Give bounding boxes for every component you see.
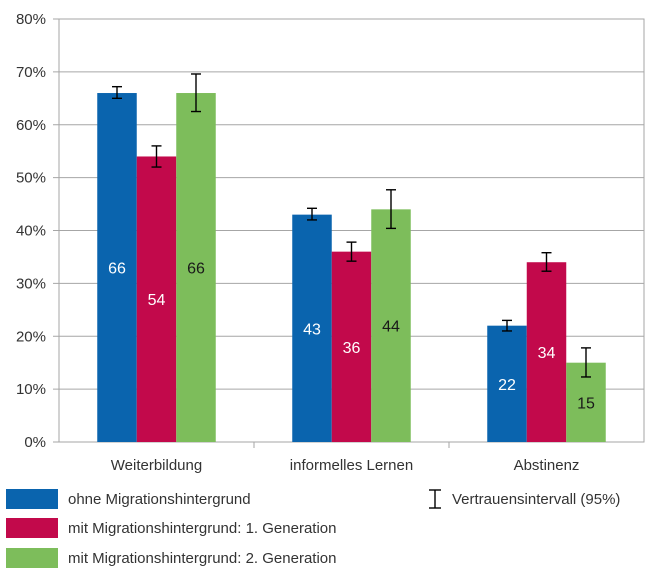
- y-tick-label: 30%: [16, 275, 46, 292]
- legend-label-confidence-interval: Vertrauensintervall (95%): [452, 490, 621, 508]
- confidence-interval-icon: [429, 489, 441, 509]
- data-label: 66: [187, 261, 205, 278]
- y-tick-label: 40%: [16, 223, 46, 240]
- error-bar: [581, 347, 591, 378]
- y-axis-tick-labels: 0% 10% 20% 30% 40% 50% 60% 70% 80%: [16, 11, 46, 451]
- x-tick-label: Weiterbildung: [111, 457, 202, 474]
- bar: [371, 209, 411, 442]
- legend-item-series-1: ohne Migrationshintergrund: [6, 488, 251, 510]
- bar: [97, 93, 137, 443]
- bar: [526, 262, 567, 442]
- legend-label-series-1: ohne Migrationshintergrund: [68, 490, 251, 508]
- data-label: 43: [303, 321, 321, 338]
- bar-chart: 66 54 66 43 36 44 22 34 15 0% 10% 20% 30% 40% 50% 60% 7…: [16, 11, 645, 474]
- data-label: 44: [382, 319, 400, 336]
- legend-label-series-3: mit Migrationshintergrund: 2. Generation: [68, 549, 337, 567]
- bar: [136, 156, 177, 442]
- data-label: 34: [538, 345, 556, 362]
- error-bar: [502, 319, 512, 332]
- legend-item-confidence-interval: Vertrauensintervall (95%): [426, 488, 620, 510]
- data-label: 54: [148, 292, 166, 309]
- error-bar: [112, 85, 122, 100]
- bar: [176, 93, 216, 443]
- legend-item-series-3: mit Migrationshintergrund: 2. Generation: [6, 547, 336, 569]
- y-tick-label: 20%: [16, 328, 46, 345]
- legend-item-series-2: mit Migrationshintergrund: 1. Generation: [6, 517, 336, 539]
- legend: ohne Migrationshintergrund mit Migration…: [0, 486, 650, 569]
- y-tick-label: 70%: [16, 64, 46, 81]
- y-tick-label: 80%: [16, 11, 46, 28]
- legend-swatch-series-3: [6, 548, 58, 568]
- bar: [331, 251, 372, 442]
- error-bars: [112, 73, 591, 378]
- error-bar: [346, 241, 357, 262]
- data-labels: 66 54 66 43 36 44 22 34 15: [108, 261, 595, 413]
- y-tick-label: 60%: [16, 117, 46, 134]
- bars: [97, 93, 606, 443]
- data-label: 15: [577, 395, 595, 412]
- data-label: 36: [343, 340, 361, 357]
- x-tick-label: informelles Lernen: [290, 457, 413, 474]
- bar: [292, 214, 332, 442]
- error-bar: [386, 189, 396, 230]
- error-bar: [541, 252, 552, 272]
- error-bar: [151, 145, 162, 168]
- legend-swatch-series-1: [6, 489, 58, 509]
- data-label: 66: [108, 261, 126, 278]
- y-tick-label: 0%: [24, 434, 46, 451]
- bar: [487, 325, 527, 442]
- y-tick-label: 50%: [16, 170, 46, 187]
- x-axis-tick-labels: Weiterbildung informelles Lernen Abstinenz: [111, 457, 580, 474]
- x-tick-label: Abstinenz: [514, 457, 580, 474]
- y-tick-label: 10%: [16, 381, 46, 398]
- error-bar: [191, 73, 201, 113]
- legend-swatch-series-2: [6, 518, 58, 538]
- legend-label-series-2: mit Migrationshintergrund: 1. Generation: [68, 519, 337, 537]
- data-label: 22: [498, 377, 516, 394]
- error-bar: [307, 207, 317, 221]
